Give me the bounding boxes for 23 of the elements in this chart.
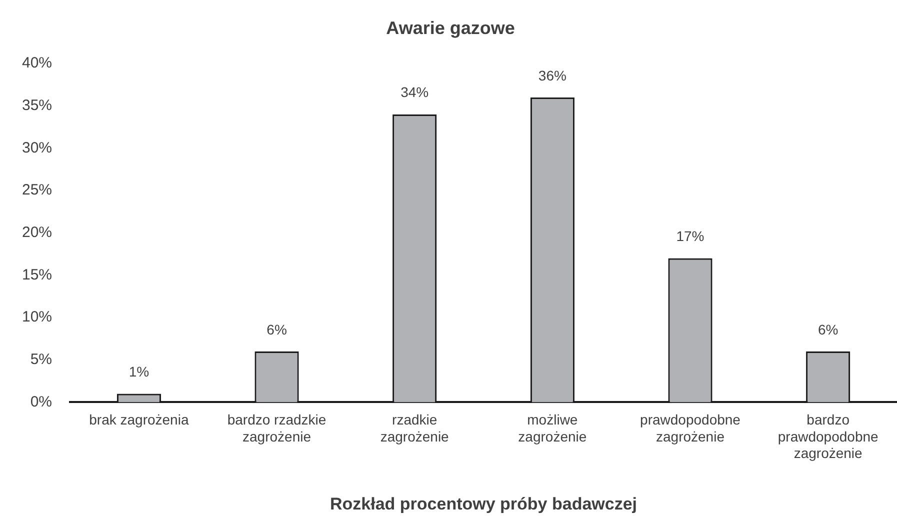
- y-tick-label: 25%: [22, 182, 52, 199]
- y-tick-label: 30%: [22, 139, 52, 156]
- data-label: 1%: [128, 364, 150, 380]
- data-label: 36%: [538, 67, 566, 84]
- x-axis-title: Rozkład procentowy próby badawczej: [330, 494, 638, 514]
- x-tick-label: możliwe zagrożenie: [518, 411, 587, 444]
- data-label: 34%: [400, 84, 429, 100]
- y-tick-label: 35%: [22, 97, 52, 114]
- chart-title: Awarie gazowe: [386, 18, 515, 38]
- y-tick-label: 15%: [22, 266, 52, 284]
- y-tick-label: 0%: [30, 393, 52, 410]
- x-tick-label: prawdopodobne zagrożenie: [640, 411, 741, 444]
- x-tick-label: bardzo rzadzkie zagrożenie: [227, 411, 326, 444]
- y-tick-label: 20%: [22, 224, 52, 242]
- data-label: 6%: [266, 321, 287, 338]
- data-label: 17%: [676, 228, 704, 244]
- x-tick-label: brak zagrożenia: [89, 411, 189, 428]
- x-tick-label: bardzo prawdopodobne zagrożenie: [778, 411, 879, 462]
- data-label: 6%: [818, 321, 838, 338]
- y-tick-label: 10%: [22, 308, 52, 326]
- y-tick-label: 5%: [30, 351, 52, 368]
- x-tick-label: rzadkie zagrożenie: [380, 411, 450, 444]
- y-tick-label: 40%: [22, 54, 52, 72]
